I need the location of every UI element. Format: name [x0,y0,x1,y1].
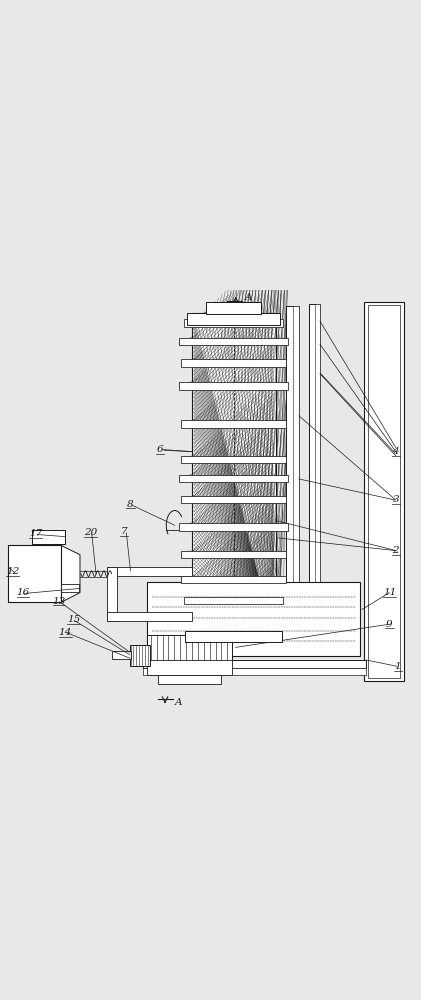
Text: 15: 15 [67,615,80,624]
Text: 1: 1 [394,662,401,671]
Bar [158,675,221,684]
Bar [364,302,404,681]
Text: 12: 12 [6,567,19,576]
Text: 4: 4 [392,447,399,456]
Bar [368,305,400,678]
Bar [130,645,150,666]
Bar [293,306,299,652]
Text: 20: 20 [84,528,97,537]
Text: A: A [245,293,253,302]
Bar [8,545,61,602]
Bar [184,597,283,604]
Bar [184,319,283,327]
Bar [309,304,320,654]
Text: 6: 6 [157,445,163,454]
Bar [147,660,232,675]
Text: 9: 9 [386,620,393,629]
Text: 3: 3 [392,495,399,504]
Bar [192,313,276,641]
Bar [143,660,366,668]
Bar [185,631,282,642]
Text: 17: 17 [29,529,43,538]
Bar [32,530,65,544]
Text: 13: 13 [52,597,66,606]
Text: 2: 2 [392,546,399,555]
Bar [147,635,232,661]
Bar [179,338,288,345]
Bar [315,304,320,654]
Bar [112,651,131,659]
Bar [181,551,286,558]
Bar [179,523,288,531]
Bar [206,302,261,314]
Bar [179,475,288,482]
Bar [181,576,286,583]
Bar [61,584,79,592]
Text: 14: 14 [59,628,72,637]
Bar [147,582,360,656]
Text: 11: 11 [383,588,396,597]
Bar [181,420,286,428]
Bar [181,496,286,503]
Bar [107,567,192,576]
Bar [187,313,280,325]
Bar [107,612,192,621]
Text: A: A [175,698,182,707]
Bar [179,382,288,390]
Text: 16: 16 [16,588,30,597]
Bar [181,359,286,367]
Bar [143,668,366,675]
Bar [286,306,299,652]
Text: 8: 8 [127,500,134,509]
Text: 7: 7 [121,527,128,536]
Bar [181,456,286,463]
Bar [107,567,117,621]
Polygon shape [61,545,80,602]
